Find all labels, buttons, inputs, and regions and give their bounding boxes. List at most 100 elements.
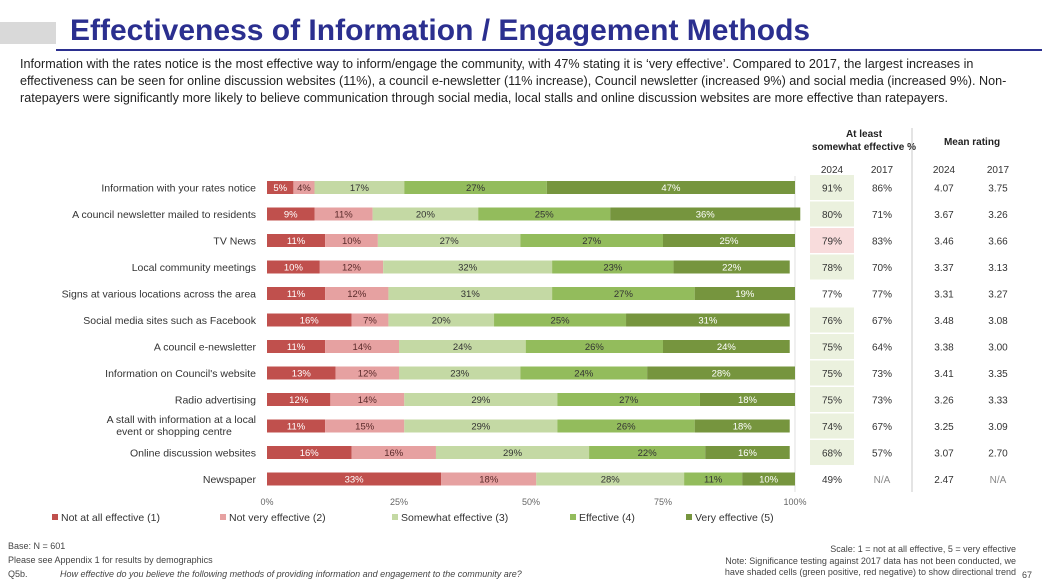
cell-shade	[810, 201, 854, 227]
legend-swatch	[52, 514, 58, 520]
category-label: Signs at various locations across the ar…	[62, 289, 257, 301]
bar-segment	[478, 207, 611, 221]
title-accent-bar	[0, 22, 56, 44]
intro-paragraph: Information with the rates notice is the…	[20, 57, 1007, 105]
legend-swatch	[570, 514, 576, 520]
cell-shade	[810, 175, 854, 200]
category-label: Newspaper	[203, 474, 257, 486]
data-label: 14%	[353, 342, 373, 353]
bar-segment	[351, 313, 389, 327]
bar-segment	[673, 260, 790, 274]
category-label: Online discussion websites	[130, 448, 256, 460]
header-year: 2024	[933, 165, 956, 176]
table-value: 3.13	[988, 263, 1008, 274]
bar-segment	[314, 181, 405, 194]
table-value: 75%	[822, 343, 842, 354]
category-label: event or shopping centre	[116, 426, 232, 438]
table-value: 3.33	[988, 396, 1008, 407]
data-label: 17%	[350, 183, 370, 194]
header-year: 2017	[987, 165, 1010, 176]
bar-segment	[663, 340, 790, 353]
footer-question-code: Q5b.	[8, 569, 28, 579]
footer-note-line-1: Note: Significance testing against 2017 …	[725, 556, 1016, 566]
bar-segment	[267, 260, 320, 274]
data-label: 16%	[384, 448, 404, 459]
data-label: 31%	[698, 316, 718, 327]
legend-swatch	[220, 514, 226, 520]
bar-segment	[267, 287, 326, 300]
footer-question: How effective do you believe the followi…	[60, 569, 522, 579]
bar-segment	[552, 287, 695, 300]
category-label: Local community meetings	[132, 262, 256, 274]
data-label: 20%	[432, 316, 452, 327]
data-label: 11%	[287, 342, 306, 353]
legend-entry: Not at all effective (1)	[61, 512, 160, 524]
table-value: 68%	[822, 449, 842, 460]
bar-segment	[372, 207, 479, 221]
table-value: 3.31	[934, 290, 954, 301]
data-label: 11%	[287, 422, 306, 433]
category-label: Social media sites such as Facebook	[83, 315, 257, 327]
data-label: 20%	[416, 210, 436, 221]
bar-segment	[684, 472, 743, 486]
data-label: 29%	[503, 448, 523, 459]
bar-segment	[377, 234, 521, 247]
cell-shade	[810, 440, 854, 465]
data-label: 26%	[617, 422, 637, 433]
data-label: 32%	[458, 263, 478, 274]
footer-appendix: Please see Appendix 1 for results by dem…	[8, 555, 213, 565]
bar-segment	[536, 472, 685, 486]
data-label: 24%	[717, 342, 737, 353]
table-value: 77%	[822, 290, 842, 301]
x-tick-label: 100%	[783, 497, 806, 507]
table-value: 3.27	[988, 290, 1008, 301]
data-label: 10%	[759, 475, 779, 486]
table-value: 73%	[872, 396, 892, 407]
data-label: 12%	[347, 289, 367, 300]
bar-segment	[552, 260, 674, 274]
category-label: Information with your rates notice	[101, 183, 256, 195]
cell-shade	[810, 387, 854, 412]
bar-segment	[388, 313, 495, 327]
footer-scale: Scale: 1 = not at all effective, 5 = ver…	[830, 544, 1016, 554]
table-value: 3.37	[934, 263, 954, 274]
table-value: 3.09	[988, 422, 1008, 433]
bar-segment	[647, 366, 795, 380]
data-label: 11%	[287, 236, 306, 247]
data-label: 16%	[738, 448, 758, 459]
table-value: 67%	[872, 422, 892, 433]
data-label: 25%	[551, 316, 571, 327]
table-value: 71%	[872, 210, 892, 221]
table-value: 67%	[872, 316, 892, 327]
data-label: 28%	[601, 475, 621, 486]
bar-segment	[546, 181, 795, 194]
data-label: 18%	[733, 422, 753, 433]
data-label: 7%	[363, 316, 377, 327]
data-label: 11%	[334, 210, 353, 221]
bar-segment	[404, 419, 558, 433]
table-value: 79%	[822, 237, 842, 248]
table-value: 75%	[822, 396, 842, 407]
category-label: Radio advertising	[175, 395, 256, 407]
bar-segment	[626, 313, 790, 327]
bar-segment	[351, 446, 436, 459]
bar-segment	[330, 393, 405, 406]
category-label: A stall with information at a local	[107, 414, 256, 426]
data-label: 12%	[342, 263, 362, 274]
table-value: 76%	[822, 316, 842, 327]
data-label: 27%	[614, 289, 634, 300]
table-value: 74%	[822, 422, 842, 433]
bar-segment	[705, 446, 790, 459]
cell-shade	[810, 413, 854, 439]
header-year: 2024	[821, 165, 844, 176]
footer-note-line-2: have shaded cells (green positive, red n…	[724, 567, 1016, 577]
bar-segment	[319, 260, 384, 274]
data-label: 26%	[585, 342, 605, 353]
bar-segment	[383, 260, 553, 274]
bar-segment	[267, 181, 294, 194]
bar-segment	[399, 366, 521, 380]
cell-shade	[810, 334, 854, 359]
table-value: 3.46	[934, 237, 954, 248]
data-label: 5%	[273, 183, 287, 194]
bar-segment	[293, 181, 315, 194]
